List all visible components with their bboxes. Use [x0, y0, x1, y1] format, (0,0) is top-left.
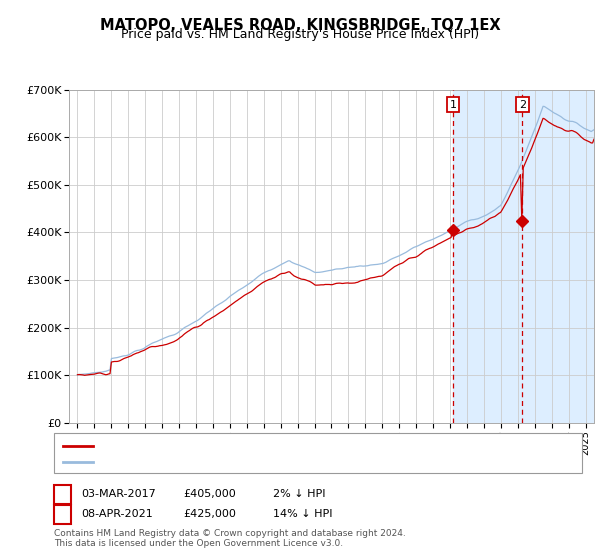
Text: 2% ↓ HPI: 2% ↓ HPI — [273, 489, 325, 499]
Text: 08-APR-2021: 08-APR-2021 — [81, 508, 153, 519]
Text: This data is licensed under the Open Government Licence v3.0.: This data is licensed under the Open Gov… — [54, 539, 343, 548]
Text: Price paid vs. HM Land Registry's House Price Index (HPI): Price paid vs. HM Land Registry's House … — [121, 28, 479, 41]
Text: 2: 2 — [59, 507, 66, 520]
Text: 14% ↓ HPI: 14% ↓ HPI — [273, 508, 332, 519]
Text: MATOPO, VEALES ROAD, KINGSBRIDGE, TQ7 1EX (detached house): MATOPO, VEALES ROAD, KINGSBRIDGE, TQ7 1E… — [99, 441, 448, 451]
Text: MATOPO, VEALES ROAD, KINGSBRIDGE, TQ7 1EX: MATOPO, VEALES ROAD, KINGSBRIDGE, TQ7 1E… — [100, 18, 500, 33]
Bar — [453, 90, 594, 423]
Text: 1: 1 — [449, 100, 457, 110]
Text: 2: 2 — [519, 100, 526, 110]
Text: 1: 1 — [59, 487, 66, 501]
Text: 03-MAR-2017: 03-MAR-2017 — [81, 489, 156, 499]
Text: £405,000: £405,000 — [183, 489, 236, 499]
Text: £425,000: £425,000 — [183, 508, 236, 519]
Text: HPI: Average price, detached house, South Hams: HPI: Average price, detached house, Sout… — [99, 457, 355, 467]
Text: Contains HM Land Registry data © Crown copyright and database right 2024.: Contains HM Land Registry data © Crown c… — [54, 529, 406, 538]
